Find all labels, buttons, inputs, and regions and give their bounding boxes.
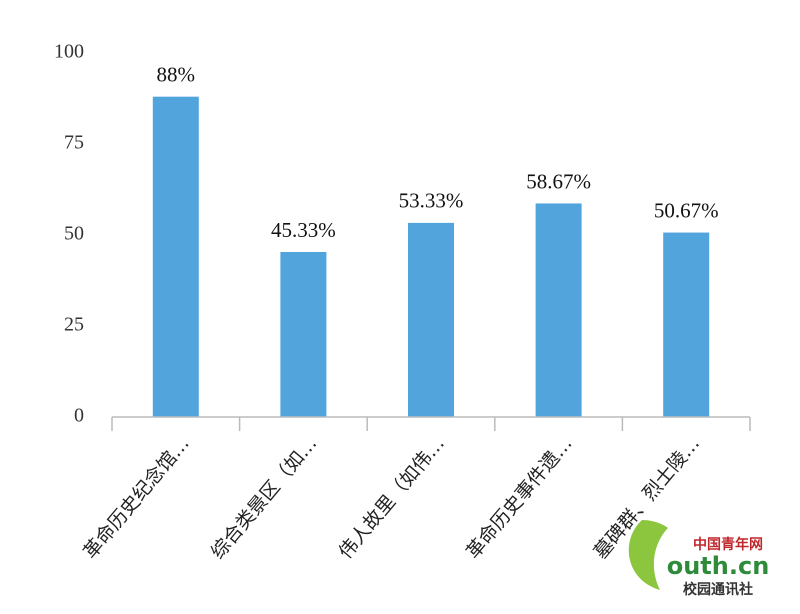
watermark: 中国青年网 outh.cn 校园通讯社 bbox=[628, 520, 770, 598]
x-tick-label: 综合类景区（如… bbox=[207, 433, 322, 564]
y-tick-label: 25 bbox=[64, 314, 84, 336]
y-tick-label: 0 bbox=[74, 405, 84, 427]
y-tick-label: 75 bbox=[64, 132, 84, 154]
x-tick-label: 革命历史事件遗… bbox=[462, 433, 577, 564]
watermark-brand: 中国青年网 bbox=[693, 536, 763, 553]
value-label: 45.33% bbox=[271, 218, 336, 242]
x-tick-label: 伟人故里（如伟… bbox=[334, 433, 449, 564]
bar bbox=[280, 251, 327, 417]
bar bbox=[152, 96, 199, 418]
bar bbox=[535, 203, 582, 417]
bar bbox=[408, 222, 454, 417]
watermark-sub: 校园通讯社 bbox=[683, 581, 753, 598]
value-label: 53.33% bbox=[399, 189, 464, 213]
y-tick-label: 100 bbox=[54, 41, 84, 63]
value-label: 88% bbox=[157, 62, 196, 86]
value-label: 50.67% bbox=[654, 198, 719, 222]
watermark-site: outh.cn bbox=[667, 552, 770, 580]
value-label: 58.67% bbox=[526, 169, 591, 193]
x-tick-label: 革命历史纪念馆… bbox=[79, 432, 194, 563]
y-tick-label: 50 bbox=[64, 223, 84, 245]
bar bbox=[663, 232, 710, 417]
watermark-leaf bbox=[628, 520, 668, 590]
